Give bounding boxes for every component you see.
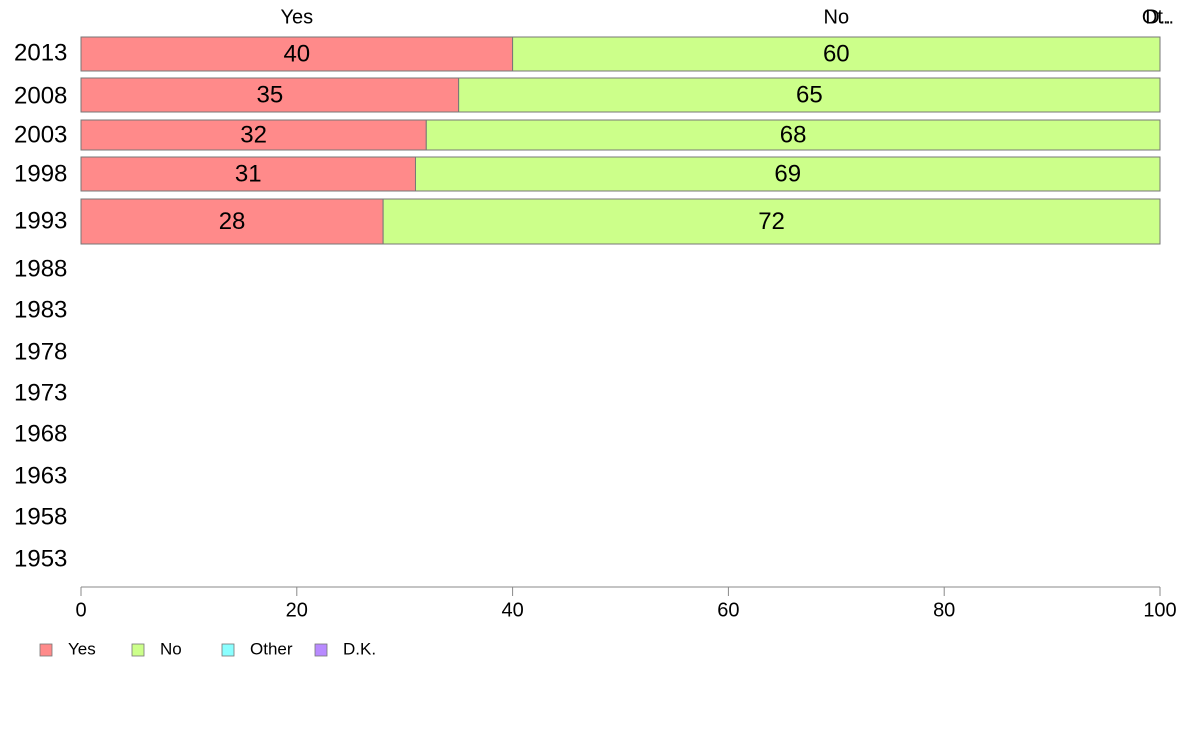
y-tick-label-1963: 1963: [14, 462, 67, 489]
data-label-no-2013: 60: [823, 40, 850, 67]
legend-other-label: Other: [250, 639, 293, 658]
y-tick-label-1988: 1988: [14, 255, 67, 282]
x-tick-label-0: 0: [75, 599, 86, 621]
x-tick-label-80: 80: [933, 599, 955, 621]
data-label-yes-1993: 28: [219, 208, 246, 235]
bar-no-2008: [458, 77, 1161, 113]
data-label-yes-1998: 31: [235, 160, 262, 187]
data-label-yes-2008: 35: [256, 81, 283, 108]
data-label-no-1993: 72: [758, 208, 785, 235]
x-tick-label-40: 40: [501, 599, 523, 621]
y-tick-label-2013: 2013: [14, 39, 67, 66]
bar-yes-2003: [80, 119, 427, 151]
data-label-yes-2003: 32: [240, 121, 267, 148]
legend-no-label: No: [160, 639, 182, 658]
bar-yes-2013: [80, 36, 514, 72]
bar-no-1993: [382, 198, 1161, 245]
top-series-labels: Yes No Ot..D..: [280, 6, 1174, 28]
y-tick-label-1978: 1978: [14, 338, 67, 365]
x-axis: 0 20 40 60 80 100: [75, 586, 1177, 621]
y-tick-label-1968: 1968: [14, 420, 67, 447]
y-tick-label-2008: 2008: [14, 82, 67, 109]
bar-no-1998: [414, 156, 1161, 192]
y-tick-label-1973: 1973: [14, 379, 67, 406]
bar-no-2013: [512, 36, 1161, 72]
legend-other-swatch: [221, 643, 235, 657]
legend-yes-label: Yes: [68, 639, 96, 658]
x-tick-label-60: 60: [717, 599, 739, 621]
x-tick-label-100: 100: [1143, 599, 1176, 621]
data-label-no-1998: 69: [774, 160, 801, 187]
top-label-dk: D..: [1145, 6, 1171, 28]
legend-dk-swatch: [314, 643, 328, 657]
y-tick-label-1998: 1998: [14, 160, 67, 187]
data-label-no-2003: 68: [780, 121, 807, 148]
top-label-yes: Yes: [280, 6, 313, 28]
y-tick-labels: 2013 2008 2003 1998 1993 1988 1983 1978 1973 1968…: [14, 39, 67, 572]
bars-group: 40 60 35 65 32 68 31 69 28 72: [80, 36, 1161, 245]
legend-yes-swatch: [39, 643, 53, 657]
y-tick-label-1983: 1983: [14, 296, 67, 323]
legend-no-swatch: [131, 643, 145, 657]
bar-yes-2008: [80, 77, 460, 113]
y-tick-label-1993: 1993: [14, 207, 67, 234]
legend: Yes No Other D.K.: [39, 639, 376, 658]
x-tick-label-20: 20: [286, 599, 308, 621]
legend-dk-label: D.K.: [343, 639, 376, 658]
bar-yes-1998: [80, 156, 416, 192]
y-tick-label-1953: 1953: [14, 545, 67, 572]
bar-no-2003: [425, 119, 1161, 151]
y-tick-label-2003: 2003: [14, 121, 67, 148]
bar-yes-1993: [80, 198, 384, 245]
data-label-no-2008: 65: [796, 81, 823, 108]
data-label-yes-2013: 40: [283, 40, 310, 67]
top-label-other: Ot..: [1142, 6, 1174, 28]
top-label-no: No: [824, 6, 850, 28]
y-tick-label-1958: 1958: [14, 503, 67, 530]
